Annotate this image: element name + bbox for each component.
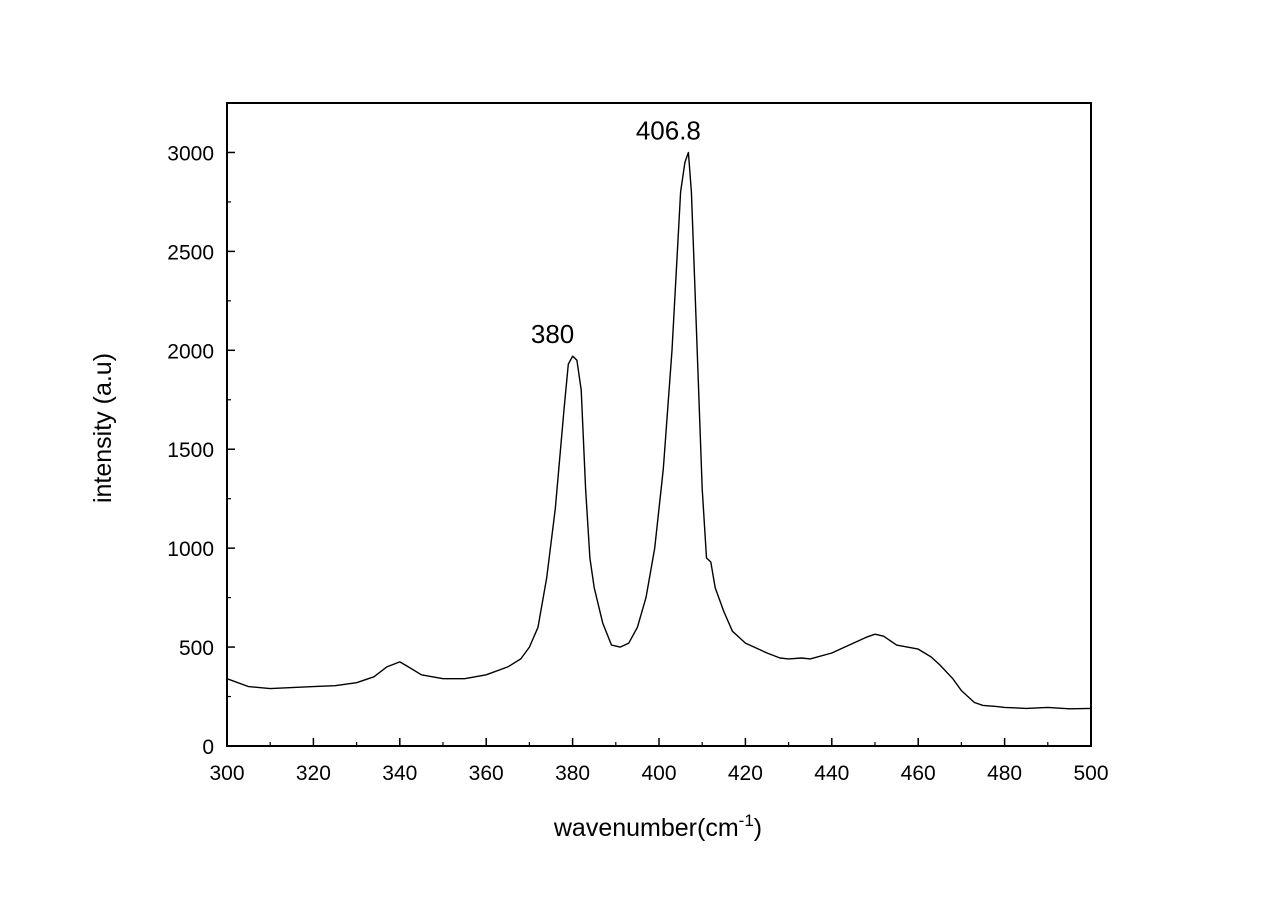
peak-annotations: 380 406.8 bbox=[531, 115, 701, 349]
x-axis-title-superscript: -1 bbox=[739, 811, 754, 830]
y-tick-label: 2500 bbox=[167, 241, 214, 264]
x-tick-label: 360 bbox=[469, 762, 504, 785]
x-tick-label: 300 bbox=[209, 762, 244, 785]
y-tick-label: 500 bbox=[179, 637, 214, 660]
x-axis-title: wavenumber(cm-1) bbox=[553, 811, 762, 842]
x-tick-label: 320 bbox=[296, 762, 331, 785]
x-tick-label: 340 bbox=[382, 762, 417, 785]
x-tick-label: 440 bbox=[814, 762, 849, 785]
plot-frame bbox=[226, 102, 1092, 747]
x-tick-label: 400 bbox=[641, 762, 676, 785]
x-tick-label: 380 bbox=[555, 762, 590, 785]
peak-label: 380 bbox=[531, 319, 574, 349]
y-tick-label: 1500 bbox=[167, 439, 214, 462]
y-tick-label: 0 bbox=[202, 736, 214, 759]
x-tick-label: 500 bbox=[1073, 762, 1108, 785]
x-axis-title-tail: ) bbox=[754, 814, 762, 842]
x-tick-label: 460 bbox=[901, 762, 936, 785]
y-axis-ticks: 0 500 1000 1500 2000 2500 3000 bbox=[167, 142, 235, 759]
y-tick-label: 1000 bbox=[167, 538, 214, 561]
x-tick-label: 480 bbox=[987, 762, 1022, 785]
y-tick-label: 2000 bbox=[167, 340, 214, 363]
y-axis-title: intensity (a.u) bbox=[89, 353, 117, 503]
x-tick-label: 420 bbox=[728, 762, 763, 785]
x-axis-ticks: 300 320 340 360 380 400 420 440 460 480 500 bbox=[209, 738, 1109, 785]
spectrum-line bbox=[226, 151, 1092, 710]
peak-label: 406.8 bbox=[636, 115, 701, 145]
y-tick-label: 3000 bbox=[167, 142, 214, 165]
